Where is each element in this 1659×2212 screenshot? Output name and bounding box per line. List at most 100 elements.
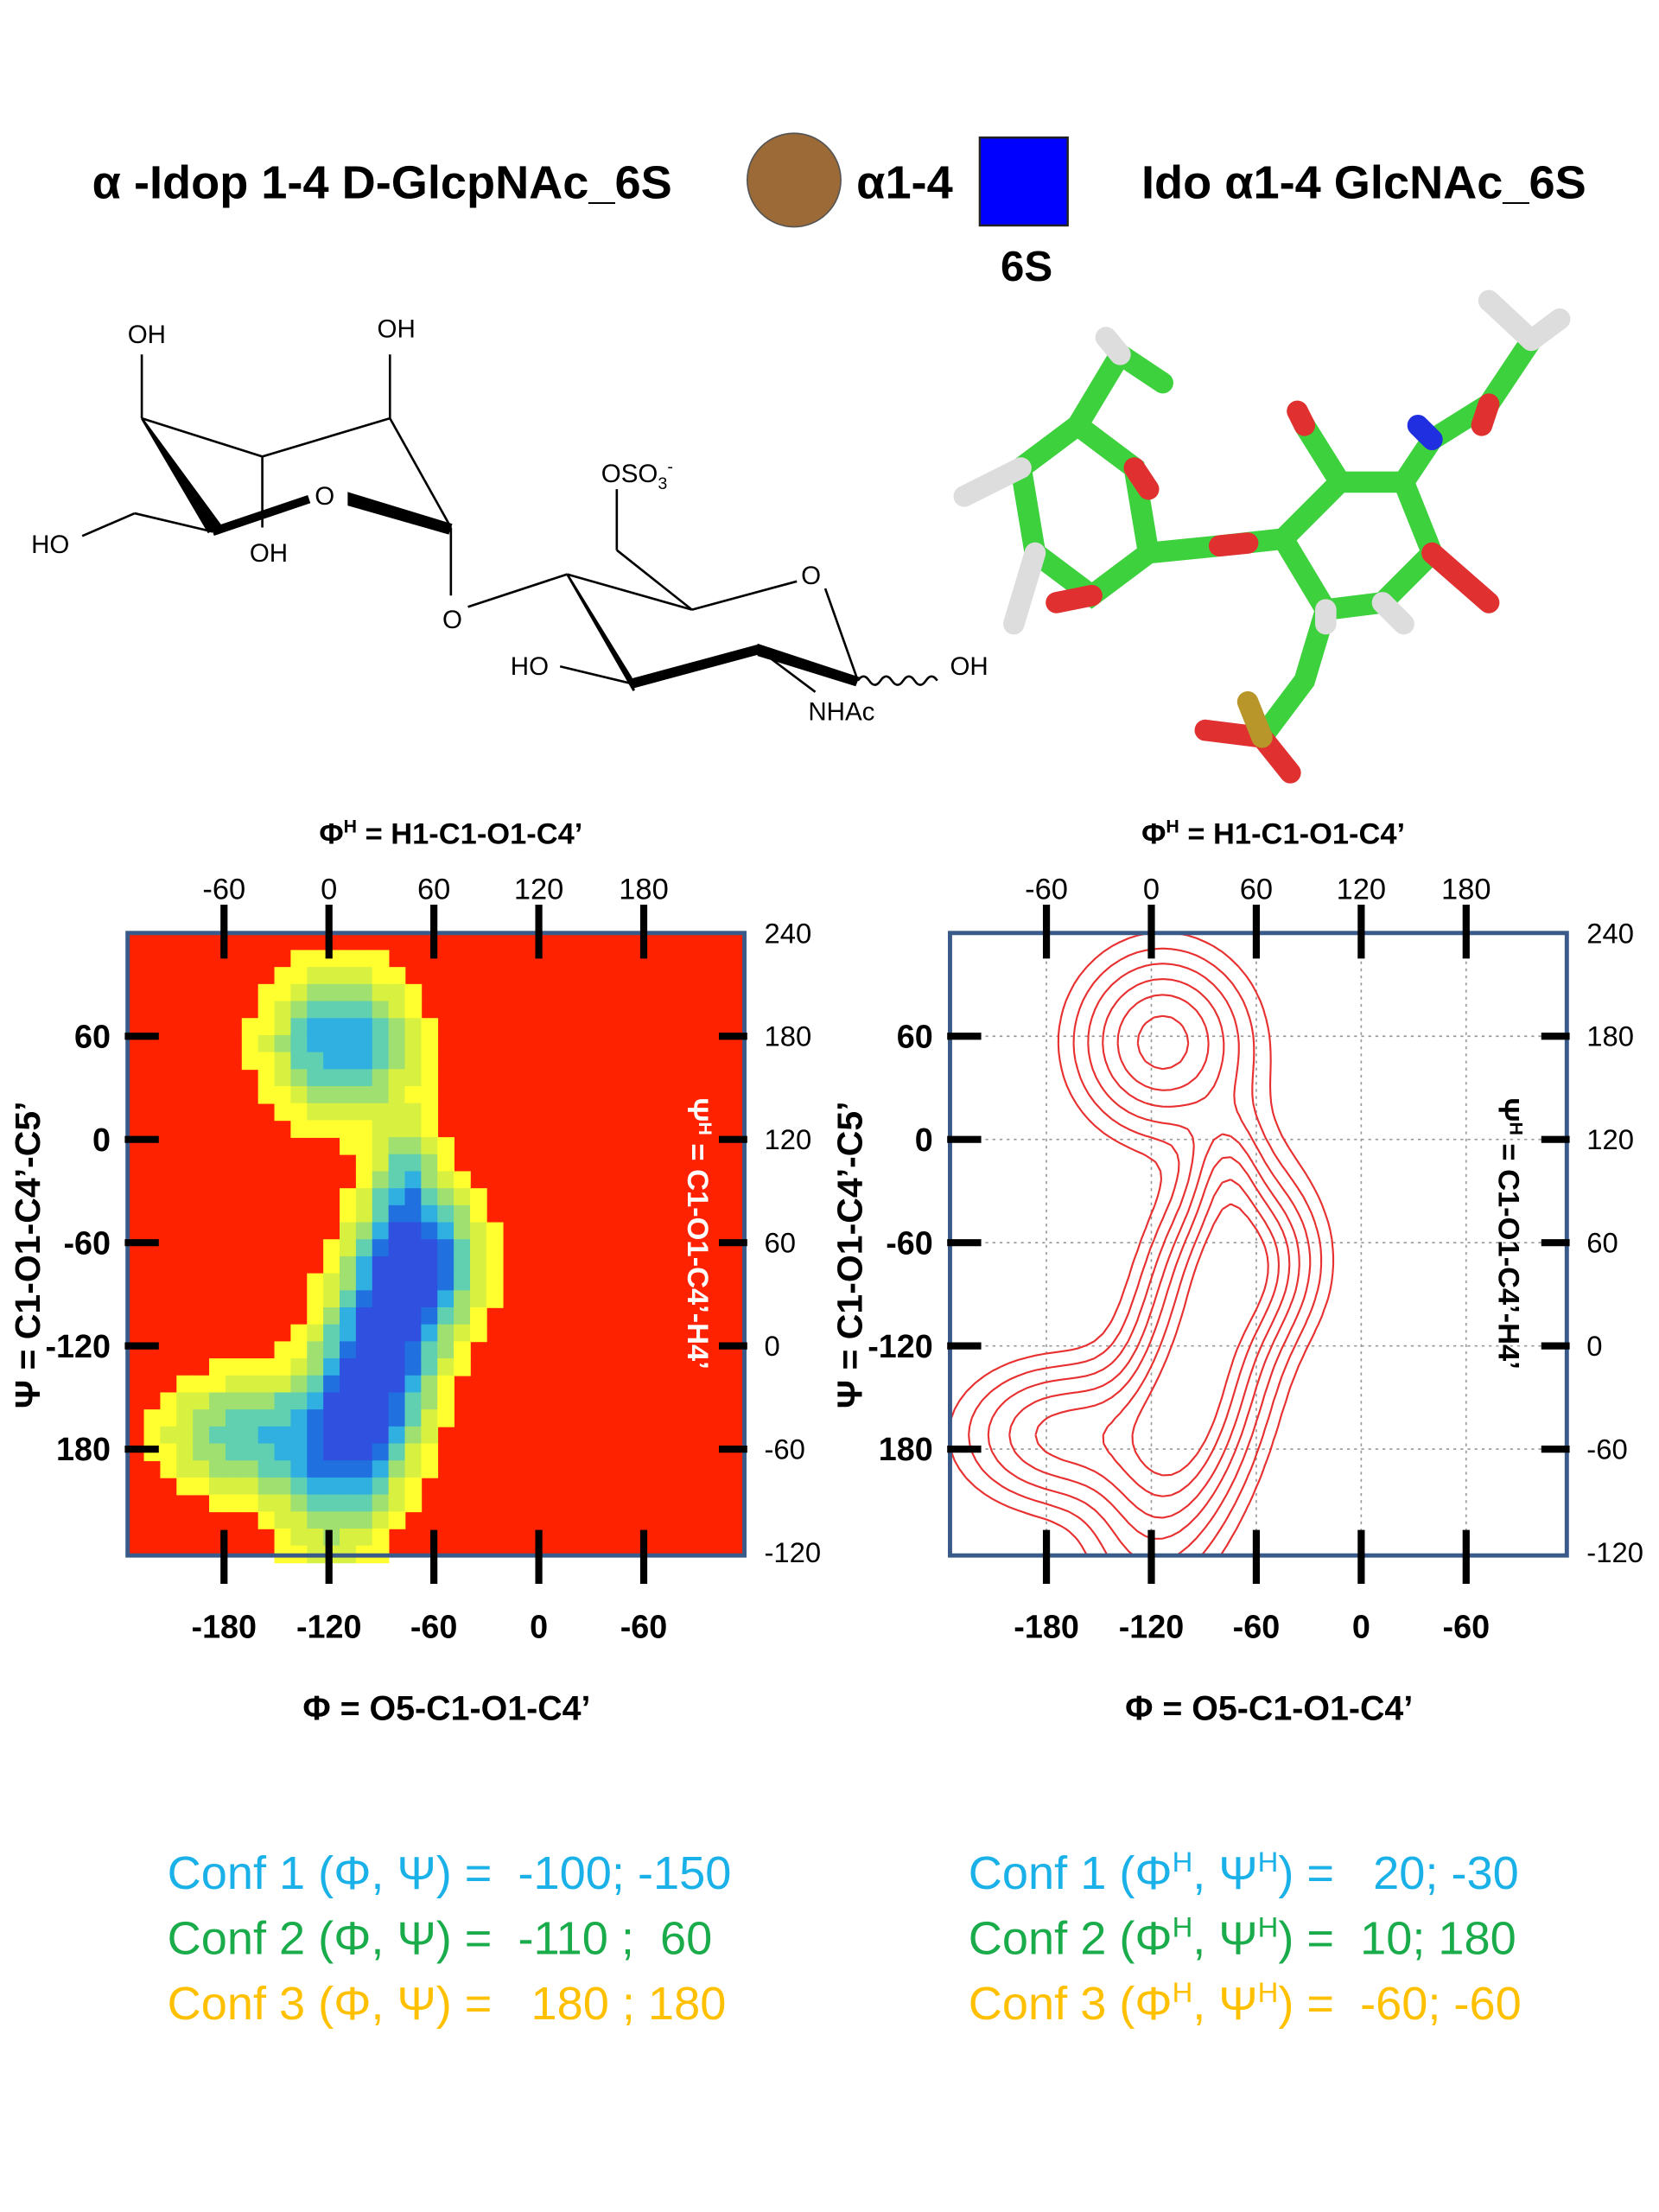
- top-tick-label: -60: [1025, 873, 1068, 906]
- heatmap-cell: [454, 1171, 471, 1189]
- heatmap-cell: [421, 1409, 439, 1427]
- structure-labels: OH OH O HO OH O O HO NHAc OH OSO3-: [31, 315, 988, 727]
- heatmap-cell: [225, 1460, 243, 1478]
- right-tick-label: 180: [1586, 1020, 1634, 1052]
- heatmap-cell: [454, 1307, 471, 1325]
- heatmap-cell: [388, 1409, 406, 1427]
- heatmap-cell: [355, 1426, 373, 1445]
- plots: -60 0 60 120 180 -180 -120 -60 0 -60 240 180 120 60 0 -…: [8, 816, 1643, 1727]
- heatmap-cell: [274, 1409, 292, 1427]
- heatmap-cell: [257, 1443, 276, 1462]
- heatmap-cell: [388, 1460, 406, 1478]
- heatmap-cell: [421, 1307, 439, 1325]
- conf-part: H: [1173, 1976, 1193, 2008]
- heatmap-cell: [225, 1426, 243, 1445]
- heatmap-cell: [257, 1392, 276, 1410]
- heatmap-cell: [355, 1307, 373, 1325]
- heatmap-cell: [421, 1239, 439, 1257]
- heatmap-cell: [355, 1409, 373, 1427]
- left-tick-label: 60: [74, 1018, 111, 1054]
- heatmap-cell: [404, 1358, 423, 1376]
- heatmap-cell: [421, 1137, 439, 1155]
- heatmap-cell: [241, 1409, 259, 1427]
- heatmap-cell: [193, 1460, 210, 1478]
- heatmap-cell: [193, 1392, 210, 1410]
- sulfation: 6S: [1001, 243, 1052, 290]
- heatmap-cell: [340, 983, 357, 1002]
- atom-label: OH: [378, 315, 416, 344]
- heatmap-cell: [404, 1120, 423, 1138]
- heatmap-cell: [404, 1392, 423, 1410]
- heatmap-cell: [209, 1443, 226, 1462]
- left-tick-label: 0: [92, 1122, 111, 1158]
- heatmap-cell: [372, 1222, 390, 1241]
- heatmap-cell: [290, 1120, 308, 1138]
- heatmap-cell: [307, 1460, 324, 1478]
- heatmap-cell: [388, 1494, 406, 1513]
- heatmap-cell: [274, 967, 292, 985]
- heatmap-cell: [355, 1171, 373, 1189]
- heatmap-cell: [404, 1460, 423, 1478]
- heatmap-cell: [355, 1494, 373, 1513]
- heatmap-cell: [388, 1341, 406, 1359]
- heatmap-cell: [241, 1426, 259, 1445]
- heatmap-cell: [421, 1171, 439, 1189]
- heatmap-cell: [372, 1103, 390, 1122]
- heatmap-cell: [421, 1222, 439, 1241]
- heatmap-cell: [257, 1409, 276, 1427]
- heatmap-cell: [388, 1052, 406, 1071]
- chemical-structure: [81, 354, 938, 693]
- heatmap-cell: [323, 1426, 340, 1445]
- heatmap-cell: [241, 1392, 259, 1410]
- plot: -60 0 60 120 180 -180 -120 -60 0 -60 240 180 120 60 0 -…: [8, 816, 821, 1727]
- heatmap-cell: [404, 1034, 423, 1053]
- heatmap-cell: [404, 1443, 423, 1462]
- heatmap-cell: [340, 1188, 357, 1206]
- heatmap-cell: [340, 1103, 357, 1122]
- heatmap-cell: [372, 1528, 390, 1547]
- heatmap-cell: [290, 1103, 308, 1122]
- heatmap-cell: [421, 1255, 439, 1274]
- heatmap-cell: [372, 1409, 390, 1427]
- heatmap-cell: [454, 1239, 471, 1257]
- heatmap-cell: [355, 1137, 373, 1155]
- heatmap-cell: [437, 1273, 454, 1292]
- heatmap-cell: [437, 1222, 454, 1241]
- heatmap-cell: [372, 1324, 390, 1343]
- linkage: α1-4: [856, 157, 953, 209]
- heatmap-cell: [404, 1069, 423, 1087]
- heatmap-cell: [193, 1375, 210, 1394]
- right-tick-label: 60: [764, 1227, 796, 1259]
- heatmap-cell: [176, 1426, 194, 1445]
- heatmap-cell: [454, 1290, 471, 1308]
- heatmap-cell: [404, 1001, 423, 1020]
- heatmap-cell: [340, 1528, 357, 1547]
- heatmap-cell: [388, 1137, 406, 1155]
- heatmap-cell: [323, 1255, 340, 1274]
- atom-label: OH: [128, 321, 166, 349]
- heatmap-cell: [388, 983, 406, 1002]
- heatmap-cell: [355, 1222, 373, 1241]
- heatmap-cell: [340, 1358, 357, 1376]
- glcnac-symbol: [978, 136, 1069, 227]
- left-tick-label: -120: [868, 1328, 933, 1364]
- heatmap-cell: [257, 1494, 276, 1513]
- heatmap-cell: [355, 1154, 373, 1173]
- heatmap-cell: [257, 1018, 276, 1036]
- title-part: Ψ: [1492, 1098, 1525, 1122]
- heatmap-cell: [340, 1511, 357, 1529]
- heatmap-cell: [437, 1255, 454, 1274]
- heatmap-cell: [290, 1460, 308, 1478]
- heatmap-cell: [404, 1324, 423, 1343]
- heatmap-cell: [274, 1358, 292, 1376]
- heatmap-cell: [323, 983, 340, 1002]
- conf-right: Conf 2 (ΦH, ΨH) = 10; 180: [969, 1911, 1516, 1965]
- heatmap-cell: [355, 1069, 373, 1087]
- heatmap-cell: [307, 1477, 324, 1496]
- heatmap-cell: [404, 1426, 423, 1445]
- heatmap-cell: [257, 1426, 276, 1445]
- heatmap-cell: [290, 1375, 308, 1394]
- heatmap-cell: [454, 1358, 471, 1376]
- contour: [987, 963, 1312, 1555]
- heatmap-cell: [340, 1018, 357, 1036]
